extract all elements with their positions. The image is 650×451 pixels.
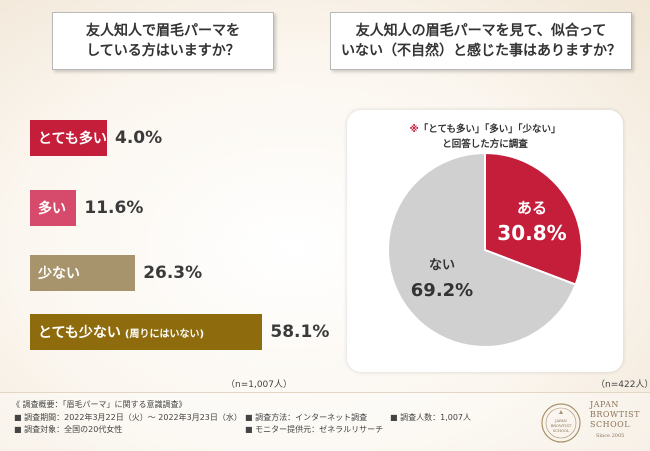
bar-label-few: 少ない	[38, 266, 80, 282]
bar-sublabel-very-few: (周りにはいない)	[124, 328, 205, 340]
pie-chart: ※「とても多い」「多い」「少ない」 と回答した方に調査 ある 30.8% ない …	[387, 123, 583, 348]
survey-target: ■ 調査対象：全国の20代女性	[14, 425, 123, 434]
bar-row-very-few: とても少ない (周りにはいない) 58.1%	[30, 314, 329, 350]
bar-very-many: とても多い	[30, 120, 107, 156]
logo-line-2: BROWTIST	[590, 410, 640, 419]
bar-value-very-few: 58.1%	[270, 322, 330, 342]
question-right-box: 友人知人の眉毛パーマを見て、似合って いない（不自然）と感じた事はありますか？	[330, 12, 632, 70]
seal-icon: JAPAN BROWTIST SCHOOL	[541, 403, 581, 443]
pie-sample-size: （n=422人）	[596, 380, 650, 390]
svg-text:JAPAN: JAPAN	[554, 419, 567, 423]
bar-label-very-few: とても少ない	[38, 325, 121, 341]
pie-panel: ※「とても多い」「多い」「少ない」 と回答した方に調査 ある 30.8% ない …	[347, 110, 623, 372]
survey-monitor: ■ モニター提供元：ゼネラルリサーチ	[245, 425, 384, 434]
pie-slice-no	[387, 151, 577, 348]
bar-value-very-many: 4.0%	[115, 128, 163, 148]
bar-many: 多い	[30, 190, 77, 226]
note-text: 「とても多い」「多い」「少ない」	[419, 123, 561, 135]
survey-title: 《 調査概要：「眉毛パーマ」に関する意識調査》	[12, 400, 187, 409]
logo-line-3: SCHOOL	[590, 420, 631, 429]
svg-text:BROWTIST: BROWTIST	[551, 424, 572, 428]
bar-few: 少ない	[30, 255, 136, 291]
pie-slice-yes	[484, 151, 583, 286]
brand-logo: JAPAN BROWTIST SCHOOL JAPAN BROWTIST SCH…	[540, 398, 645, 446]
bar-label-many: 多い	[38, 201, 66, 217]
bar-sample-size: （n=1,007人）	[226, 380, 293, 390]
pie-value-no: 69.2%	[411, 280, 473, 301]
bar-value-few: 26.3%	[143, 263, 203, 283]
pie-label-no: ない	[429, 258, 455, 273]
pie-value-yes: 30.8%	[497, 221, 566, 245]
logo-line-4: Since 2005	[596, 433, 625, 439]
svg-text:SCHOOL: SCHOOL	[553, 429, 570, 433]
question-left-box: 友人知人で眉毛パーマを している方はいますか？	[52, 12, 274, 70]
pie-label-yes: ある	[517, 199, 547, 217]
bar-very-few: とても少ない (周りにはいない)	[30, 314, 263, 350]
logo-line-1: JAPAN	[590, 400, 619, 409]
pie-note-line2: と回答した方に調査	[442, 138, 528, 150]
survey-count: ■ 調査人数：1,007人	[390, 413, 472, 422]
bar-row-very-many: とても多い 4.0%	[30, 120, 162, 156]
bar-value-many: 11.6%	[84, 198, 144, 218]
survey-method: ■ 調査方法：インターネット調査	[245, 413, 368, 422]
pie-note-line1: ※「とても多い」「多い」「少ない」	[410, 123, 561, 135]
bar-row-many: 多い 11.6%	[30, 190, 143, 226]
bar-label-very-many: とても多い	[38, 131, 107, 147]
bar-row-few: 少ない 26.3%	[30, 255, 202, 291]
note-mark: ※	[410, 124, 419, 135]
survey-period: ■ 調査期間：2022年3月22日（火）～ 2022年3月23日（水）	[14, 413, 242, 422]
